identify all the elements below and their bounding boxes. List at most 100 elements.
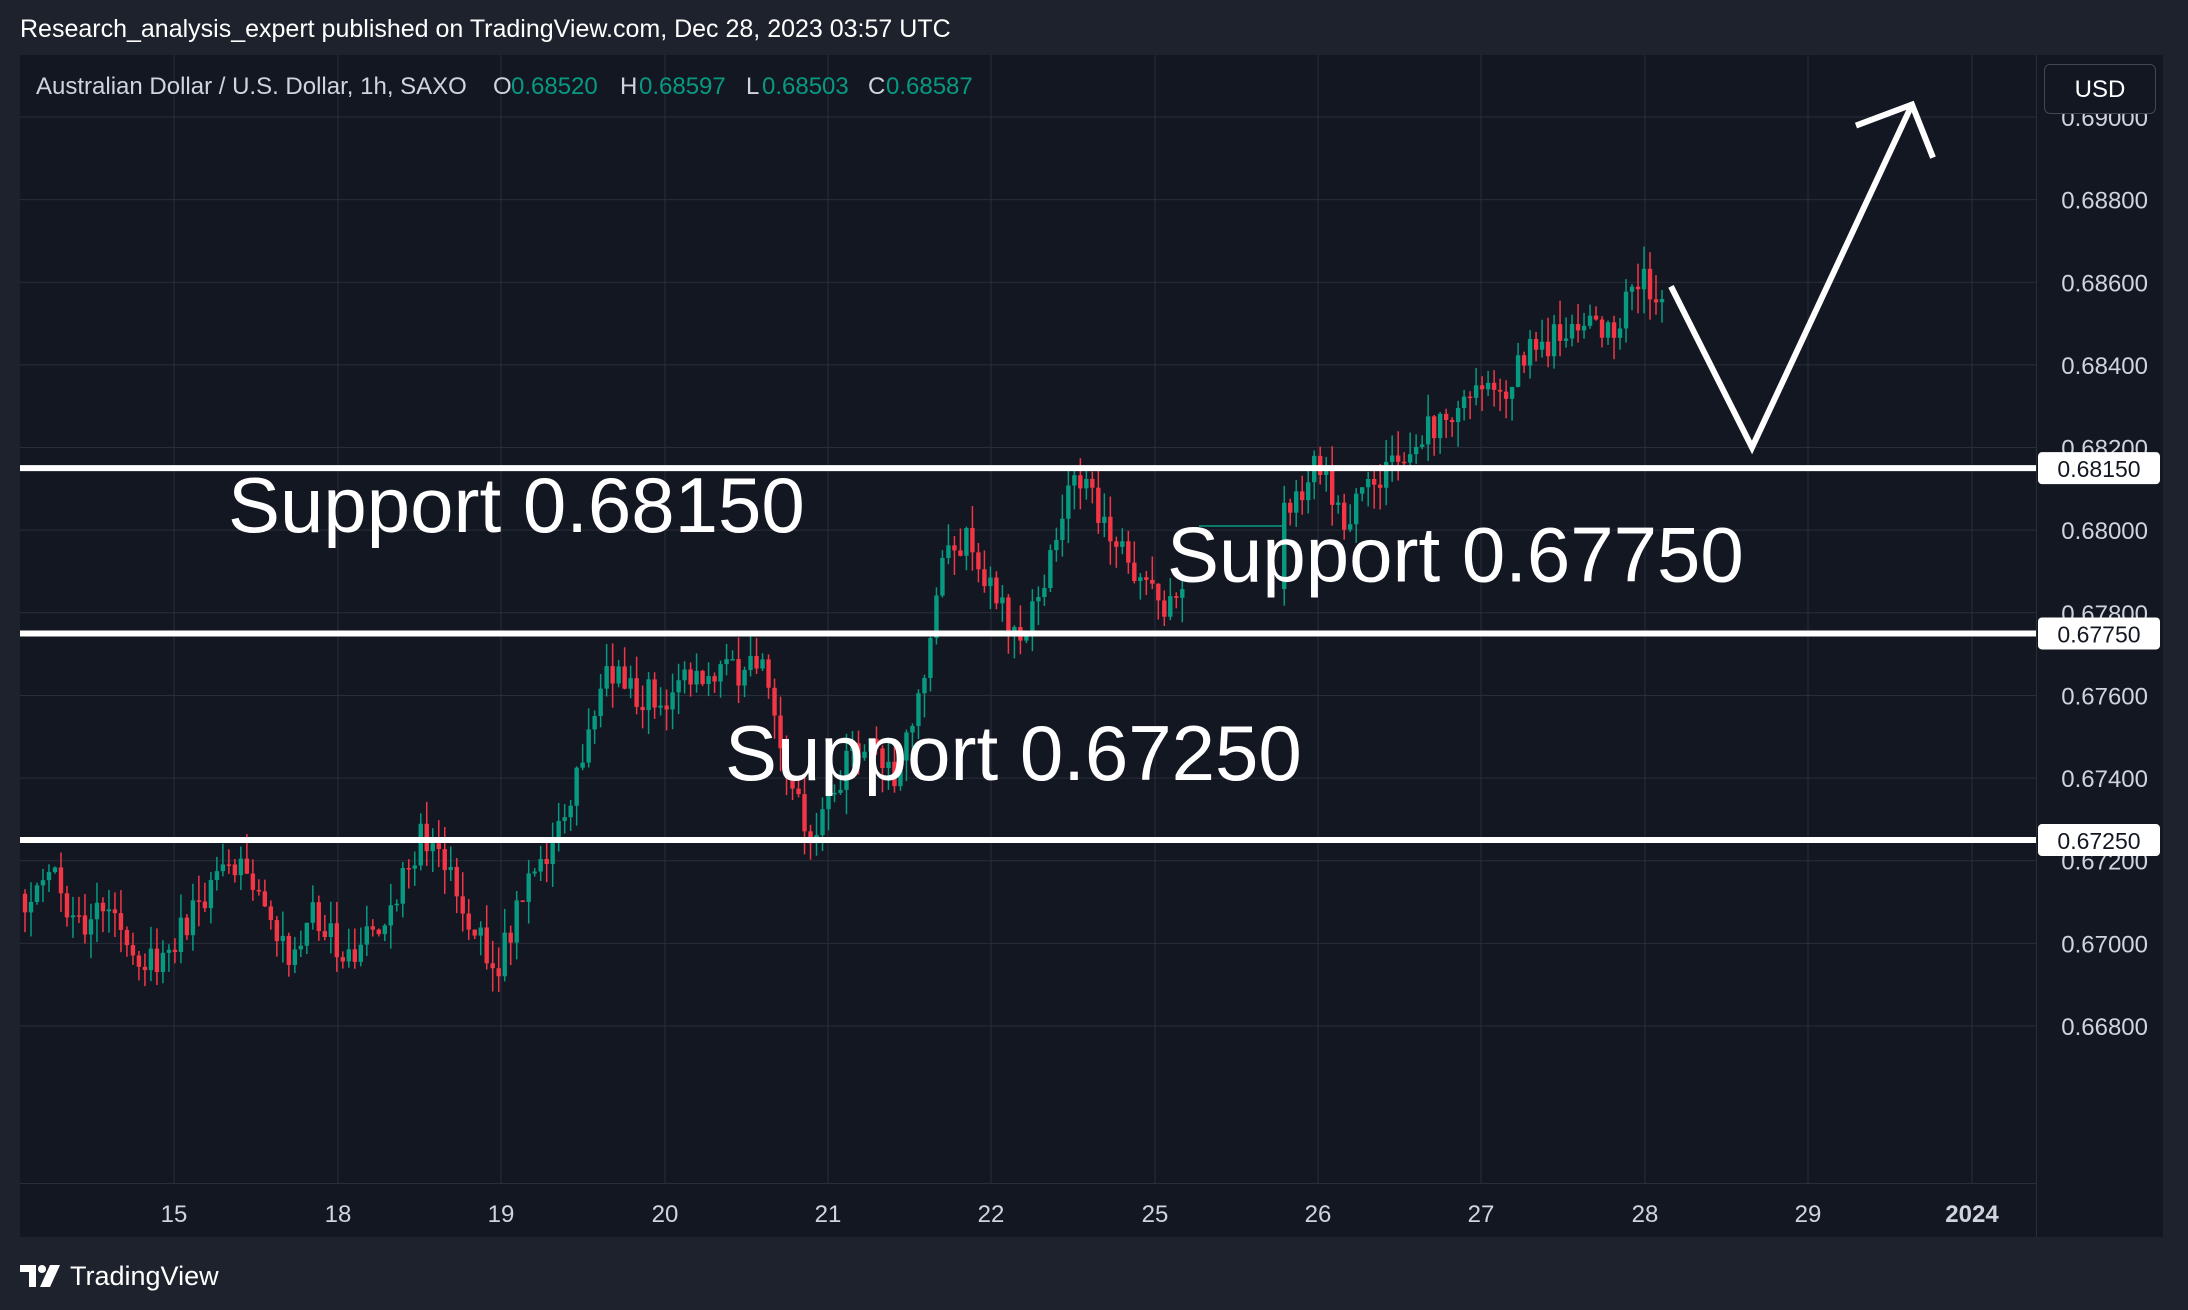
candle-body xyxy=(640,706,645,711)
candle-body xyxy=(1300,491,1305,501)
candle-body xyxy=(118,913,124,930)
legend-symbol: Australian Dollar / U.S. Dollar, 1h, SAX… xyxy=(36,73,467,100)
candle-body xyxy=(562,817,567,821)
candle-body xyxy=(478,927,483,936)
legend-high: 0.68597 xyxy=(639,73,726,100)
candle-body xyxy=(574,767,579,806)
projection-path xyxy=(1668,103,1915,455)
candle-body xyxy=(448,866,453,871)
legend-high-label: H xyxy=(620,73,637,100)
candle-body xyxy=(1347,524,1353,530)
candle-body xyxy=(1006,597,1011,634)
candle-body xyxy=(472,929,477,936)
candle-body xyxy=(1563,338,1569,341)
candle-body xyxy=(70,915,76,918)
candle-body xyxy=(1132,562,1137,582)
tradingview-logo-icon xyxy=(20,1265,60,1287)
candle-body xyxy=(382,925,387,935)
candle-body xyxy=(1144,577,1149,580)
candle-body xyxy=(820,809,825,836)
candle-body xyxy=(1527,339,1533,366)
candle-body xyxy=(1479,385,1485,390)
candle-body xyxy=(658,705,663,708)
candle-body xyxy=(880,748,885,768)
candle-body xyxy=(1365,478,1371,488)
candle-body xyxy=(316,902,322,932)
x-tick-label: 27 xyxy=(1468,1201,1495,1228)
candle-body xyxy=(610,666,615,684)
candle-body xyxy=(1126,541,1131,563)
candle-body xyxy=(766,659,771,688)
candle-body xyxy=(346,949,352,962)
candle-body xyxy=(1629,286,1635,292)
candle-body xyxy=(892,761,897,787)
candle-body xyxy=(1048,550,1053,589)
candle-body xyxy=(1599,319,1605,338)
candle-body xyxy=(436,843,441,850)
candle-body xyxy=(106,909,112,912)
candle-body xyxy=(682,669,687,681)
price-tag-label: 0.67750 xyxy=(2057,621,2140,647)
x-tick-label: 22 xyxy=(978,1201,1005,1228)
candle-body xyxy=(196,900,202,902)
candle-body xyxy=(1090,478,1095,488)
y-tick-label: 0.66800 xyxy=(2061,1014,2148,1041)
candle-body xyxy=(730,659,735,661)
candle-body xyxy=(586,729,591,763)
currency-button[interactable]: USD xyxy=(2044,64,2156,114)
candle-body xyxy=(1138,577,1143,582)
candle-body xyxy=(994,577,999,604)
candle-body xyxy=(1407,454,1413,463)
candle-body xyxy=(934,595,939,638)
candle-body xyxy=(298,945,304,950)
x-tick-label: 25 xyxy=(1142,1201,1169,1228)
grid xyxy=(20,55,2036,1183)
candle-body xyxy=(142,966,148,971)
candle-body xyxy=(1395,455,1401,462)
candle-body xyxy=(670,692,675,710)
footer-brand[interactable]: TradingView xyxy=(20,1256,219,1296)
candle-body xyxy=(1096,487,1101,523)
candle-body xyxy=(238,858,244,876)
candle-body xyxy=(580,762,585,768)
candle-body xyxy=(850,743,855,751)
candle-body xyxy=(364,926,369,945)
candle-body xyxy=(1072,475,1077,486)
candle-body xyxy=(256,889,262,892)
candle-body xyxy=(490,963,495,969)
candle-body xyxy=(1473,385,1479,398)
candle-body xyxy=(652,679,657,708)
candle-body xyxy=(1467,396,1473,399)
candle-body xyxy=(1180,589,1185,598)
candle-body xyxy=(1425,416,1431,445)
candle-body xyxy=(94,902,100,920)
candle-body xyxy=(868,738,873,752)
candle-body xyxy=(262,891,268,907)
candle-body xyxy=(1551,324,1557,357)
candle-body xyxy=(1288,502,1293,513)
candle-body xyxy=(76,915,82,917)
candle-body xyxy=(46,872,52,881)
candle-body xyxy=(1353,493,1359,525)
candle-body xyxy=(778,715,783,749)
candle-body xyxy=(34,885,40,902)
candle-body xyxy=(412,865,417,869)
candle-body xyxy=(286,935,292,966)
legend-open: 0.68520 xyxy=(511,73,598,100)
candle-body xyxy=(706,676,711,685)
candle-body xyxy=(1437,413,1443,439)
candle-body xyxy=(190,900,196,936)
candle-body xyxy=(556,820,561,840)
candle-body xyxy=(976,552,981,570)
candle-body xyxy=(676,680,681,693)
x-tick-label: 28 xyxy=(1632,1201,1659,1228)
candle-body xyxy=(700,670,705,685)
candle-body xyxy=(1581,325,1587,331)
candle-body xyxy=(688,669,693,685)
candle-body xyxy=(964,527,969,556)
candle-body xyxy=(748,656,753,670)
candle-body xyxy=(724,659,729,665)
candle-body xyxy=(496,968,501,977)
candle-body xyxy=(970,527,975,553)
